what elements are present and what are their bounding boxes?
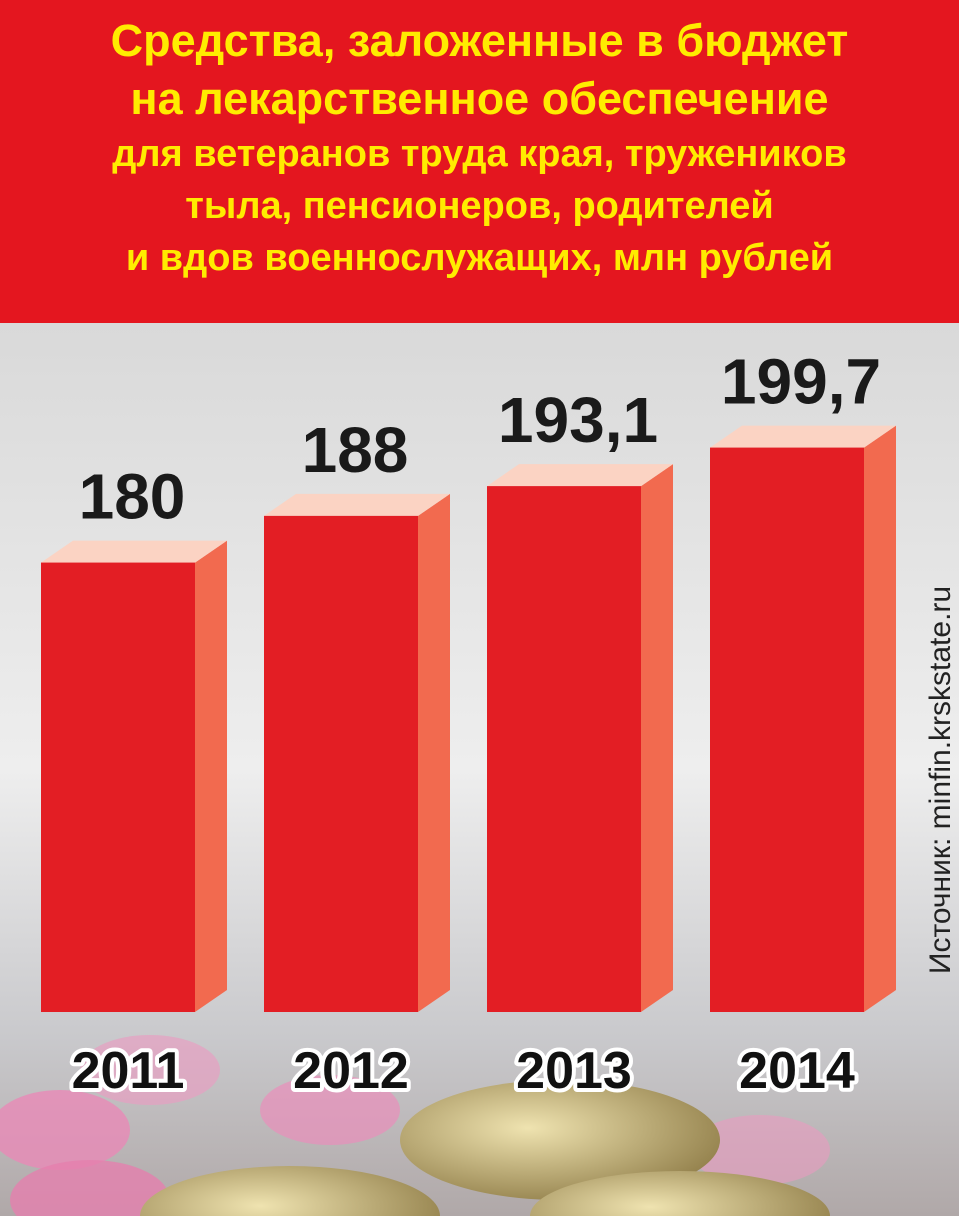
- bar-top: [487, 464, 673, 487]
- chart-title: Средства, заложенные в бюджет на лекарст…: [110, 15, 849, 124]
- bar: [710, 447, 864, 1012]
- x-tick-label: 2012: [293, 1042, 409, 1100]
- bar: [41, 562, 195, 1012]
- value-label: 193,1: [498, 384, 658, 456]
- bar-top: [710, 425, 896, 448]
- bar: [264, 515, 418, 1012]
- source: Источник: minfin.krskstate.ru: [924, 586, 957, 974]
- bar-side: [641, 464, 673, 1012]
- x-tick-label: 2013: [516, 1042, 632, 1100]
- bar-side: [418, 493, 450, 1012]
- header: Средства, заложенные в бюджет на лекарст…: [0, 0, 959, 323]
- bar-side: [864, 425, 896, 1012]
- bar: [487, 486, 641, 1012]
- chart-subtitle: для ветеранов труда края, тружеников тыл…: [112, 133, 847, 279]
- bar-side: [195, 540, 227, 1012]
- bar-top: [264, 493, 450, 516]
- x-tick-label: 2011: [72, 1042, 185, 1100]
- x-tick-label: 2014: [739, 1042, 855, 1100]
- value-label: 199,7: [721, 346, 881, 418]
- value-label: 180: [79, 461, 186, 533]
- decoration: [0, 1035, 830, 1216]
- value-label: 188: [302, 414, 409, 486]
- bar-top: [41, 540, 227, 563]
